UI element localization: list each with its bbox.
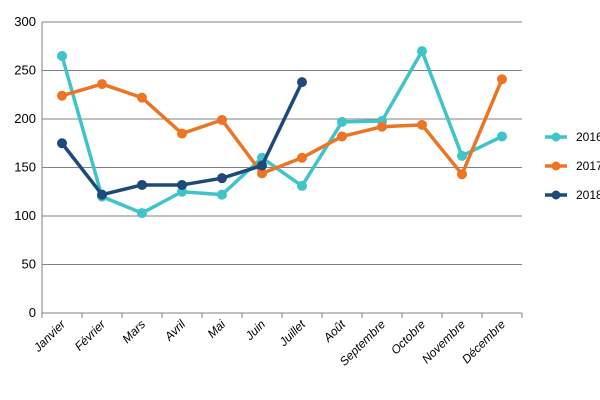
legend-label: 2016 (576, 130, 600, 144)
y-tick-label-50: 50 (22, 257, 36, 272)
x-tick-label: Juin (242, 317, 268, 343)
legend-item-2018: 2018 (545, 188, 600, 202)
data-point-2016 (457, 150, 467, 161)
x-tick-label: Mai (205, 317, 229, 341)
x-tick-label: Octobre (388, 317, 428, 357)
data-point-2017 (417, 119, 427, 130)
y-tick-label-250: 250 (14, 63, 36, 78)
legend-swatch-marker (551, 132, 561, 142)
data-point-2017 (217, 114, 227, 125)
legend-swatch-marker (551, 190, 561, 200)
legend-label: 2017 (576, 159, 600, 173)
data-point-2018 (97, 189, 107, 200)
data-point-2016 (297, 180, 307, 191)
x-tick-label: Juillet (276, 317, 309, 350)
legend-item-2016: 2016 (545, 130, 600, 144)
series-2016 (57, 46, 507, 219)
data-point-2016 (417, 46, 427, 57)
y-tick-label-300: 300 (14, 14, 36, 29)
x-tick-label: Mars (119, 317, 148, 346)
gridlines (42, 21, 522, 265)
x-tick-label: Janvier (30, 317, 69, 356)
legend-item-2017: 2017 (545, 159, 600, 173)
data-point-2017 (57, 90, 67, 101)
data-point-2016 (497, 131, 507, 142)
x-tick-label: Février (72, 317, 109, 354)
series-group (57, 46, 507, 219)
legend-swatch-marker (551, 161, 561, 171)
x-tick-label: Décembre (459, 317, 508, 366)
data-point-2018 (257, 160, 267, 171)
data-point-2018 (217, 173, 227, 184)
x-tick-label: Avril (161, 317, 188, 344)
data-point-2016 (337, 116, 347, 127)
data-point-2017 (177, 128, 187, 139)
series-2017 (57, 74, 507, 180)
y-tick-label-100: 100 (14, 208, 36, 223)
data-point-2017 (97, 79, 107, 90)
x-tick-label: Août (320, 317, 349, 346)
data-point-2016 (57, 50, 67, 61)
data-point-2018 (57, 138, 67, 149)
legend: 2016 2017 2018 (545, 130, 600, 202)
data-point-2017 (497, 74, 507, 85)
data-point-2017 (297, 152, 307, 163)
axes: 0 50 100 150 200 250 300 Janvier Février Mars Avri… (14, 14, 523, 369)
series-line-2017 (60, 77, 504, 177)
data-point-2018 (297, 77, 307, 88)
y-tick-label-150: 150 (14, 160, 36, 175)
data-point-2018 (137, 179, 147, 190)
data-point-2018 (177, 179, 187, 190)
data-point-2016 (137, 208, 147, 219)
y-tick-label-0: 0 (29, 305, 36, 320)
series-2018 (57, 77, 307, 200)
data-point-2017 (457, 169, 467, 180)
y-tick-label-200: 200 (14, 111, 36, 126)
series-line-2016 (60, 49, 504, 215)
data-point-2016 (217, 189, 227, 200)
data-point-2017 (137, 92, 147, 103)
data-point-2017 (337, 131, 347, 142)
legend-label: 2018 (576, 188, 600, 202)
data-point-2017 (377, 121, 387, 132)
